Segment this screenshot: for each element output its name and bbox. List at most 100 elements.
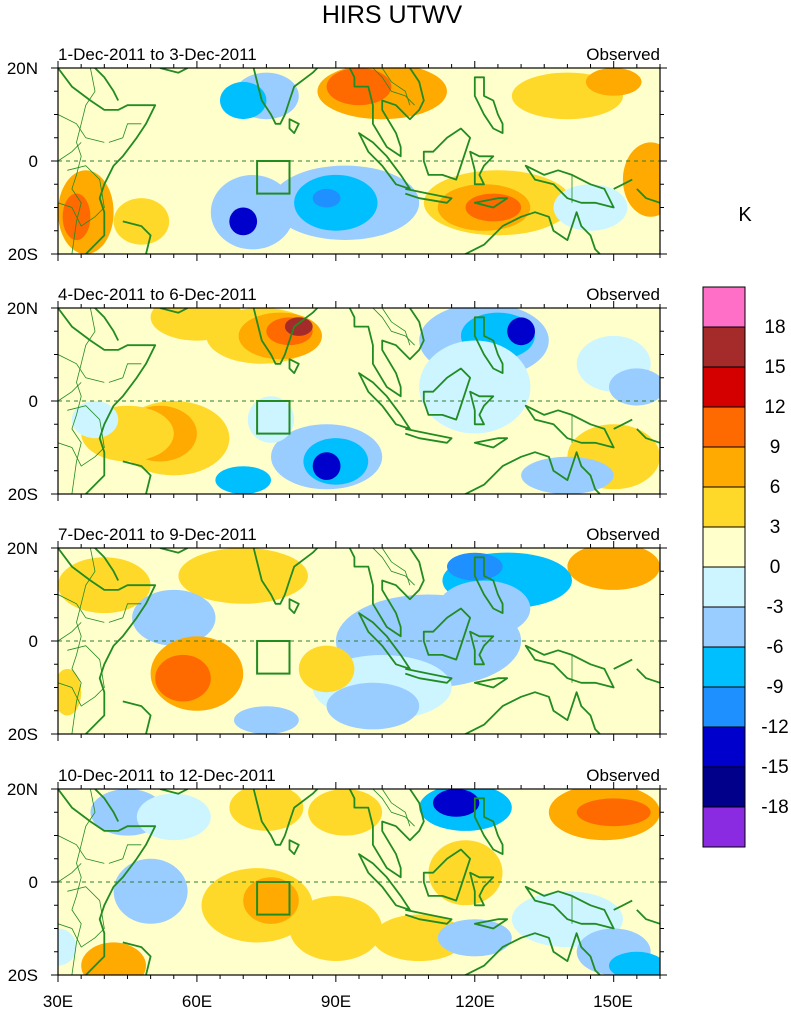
coastline [463, 211, 602, 254]
anomaly-contour-6 [433, 789, 480, 817]
map-panel-4: 10-Dec-2011 to 12-Dec-2011 Observed20N020… [7, 766, 667, 985]
coastline [475, 49, 484, 58]
colorbar-level-label: -6 [767, 637, 784, 658]
country-border [381, 789, 411, 827]
coastline [473, 437, 509, 449]
coastline [613, 658, 633, 670]
anomaly-contour-20 [90, 951, 119, 971]
country-border [108, 363, 142, 383]
country-border [58, 405, 105, 467]
anomaly-contour-10 [113, 858, 188, 924]
coastline [159, 308, 189, 314]
anomaly-contour-3 [220, 81, 267, 120]
colorbar-swatch-7 [702, 526, 746, 568]
coastline [224, 548, 425, 638]
map-panel-2: 4-Dec-2011 to 6-Dec-2011 Observed 20N 0 20S [7, 285, 667, 504]
map-plot-area: 20N 0 20S [7, 770, 667, 985]
coastline [636, 188, 660, 204]
coastline [475, 770, 484, 779]
coastline [473, 918, 509, 930]
y-tick-label: 20N [7, 539, 38, 558]
x-tick-label-60e: 60E [182, 992, 212, 1011]
coastline [636, 909, 660, 925]
coastline [463, 451, 602, 494]
coastline [473, 197, 509, 209]
country-border [58, 142, 82, 162]
coastline [94, 308, 120, 341]
panel-label: Observed [586, 766, 660, 785]
y-tick-label: 20N [7, 780, 38, 799]
panel-label: Observed [586, 525, 660, 544]
coastline [636, 428, 660, 444]
colorbar-swatch-4 [702, 406, 746, 448]
coastline [473, 677, 509, 689]
country-border [58, 594, 105, 623]
anomaly-contour-3 [567, 548, 660, 590]
anomaly-contour-10 [312, 188, 341, 208]
anomaly-contour-1 [58, 557, 151, 614]
colorbar-swatch-14 [702, 806, 746, 848]
coastline [422, 127, 471, 181]
country-border [58, 622, 82, 642]
country-border [381, 548, 411, 586]
colorbar-swatch-3 [702, 366, 746, 408]
coastline [224, 789, 425, 879]
y-tick-label: 20N [7, 299, 38, 318]
colorbar-swatch-10 [702, 646, 746, 688]
coastline [58, 308, 157, 494]
region-box [256, 160, 291, 195]
country-border [58, 354, 105, 383]
coastline [524, 885, 615, 930]
coastline [122, 460, 152, 494]
colorbar-swatch-5 [702, 446, 746, 488]
anomaly-contour-4 [284, 317, 313, 336]
coastline [473, 556, 504, 614]
country-border [108, 123, 142, 143]
anomaly-contour-12 [229, 207, 258, 236]
coastline [463, 691, 602, 734]
anomaly-contour-7 [437, 580, 531, 637]
colorbar-swatch-1 [702, 286, 746, 328]
y-tick-label: 20S [8, 485, 38, 504]
anomaly-contour-14 [234, 706, 299, 734]
coastline [358, 612, 411, 670]
colorbar-swatch-13 [702, 766, 746, 808]
colorbar-level-label: -3 [767, 597, 784, 618]
y-tick-label: 0 [29, 632, 38, 651]
colorbar-level-label: 18 [764, 317, 785, 338]
coastline [58, 68, 157, 254]
country-border [58, 835, 105, 864]
colorbar-level-label: 9 [770, 437, 781, 458]
x-axis-labels: 30E 60E 90E 120E 150E [43, 992, 633, 1011]
country-border [58, 382, 82, 402]
coastline [469, 390, 495, 426]
country-border [372, 68, 415, 106]
y-tick-label: 20S [8, 966, 38, 985]
x-tick-label-30e: 30E [43, 992, 73, 1011]
y-tick-label: 0 [29, 873, 38, 892]
country-border [58, 886, 105, 948]
country-border [71, 789, 96, 975]
coastline [613, 418, 633, 430]
panels-group: 1-Dec-2011 to 3-Dec-2011 Observed20N020S4… [7, 45, 667, 985]
coastline [463, 932, 602, 975]
anomaly-contour-21 [521, 456, 614, 494]
country-border [381, 308, 411, 346]
colorbar-level-label: -15 [761, 757, 788, 778]
region-box [256, 640, 291, 675]
coastline [469, 630, 495, 666]
anomaly-contour-4 [308, 789, 383, 836]
country-border [372, 308, 415, 346]
anomaly-contour-14 [372, 914, 466, 962]
colorbar-swatch-9 [702, 606, 746, 648]
coastline [288, 839, 300, 855]
colorbar-level-label: 15 [764, 357, 785, 378]
map-plot-area: 20N 0 20S [7, 299, 667, 504]
anomaly-contour-15 [298, 645, 355, 693]
anomaly-contour-9 [136, 594, 184, 632]
coastline [288, 358, 300, 374]
anomaly-contour-3 [229, 789, 304, 831]
x-tick-label-120e: 120E [455, 992, 495, 1011]
coastline [358, 372, 411, 430]
